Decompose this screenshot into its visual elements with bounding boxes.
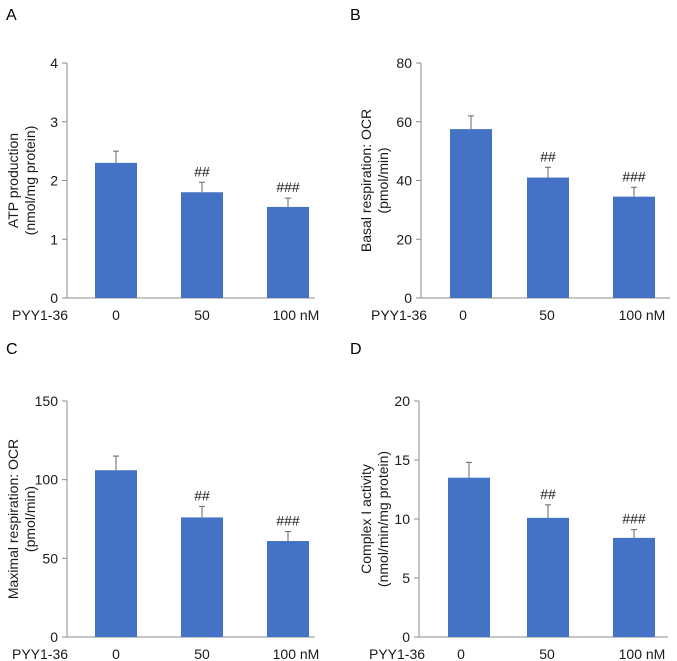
y-tick-label: 4 [50,55,58,71]
significance-label: ## [540,148,556,164]
x-tick-label: 50 [539,307,555,323]
bar [450,129,492,298]
y-tick-label: 0 [404,290,412,306]
x-tick-label: 50 [539,646,555,661]
y-tick-label: 100 [35,472,59,488]
y-tick-label: 20 [394,393,410,409]
y-tick-label: 40 [396,173,412,189]
x-tick-label: 50 [194,307,210,323]
bar [95,470,137,637]
y-axis-label-line1: ATP production [5,133,21,228]
bar [267,206,309,298]
y-tick-label: 0 [50,629,58,645]
treatment-label: PYY1-36 [12,646,68,661]
x-tick-label: 100 nM [619,307,666,323]
y-axis-label: Basal respiration: OCR(pmol/min) [358,109,391,252]
x-tick-label: 0 [112,307,120,323]
panel-letter: D [350,341,362,358]
y-axis-label-line2: (pmol/min) [22,486,38,552]
y-axis-label-line2: (pmol/min) [375,147,391,213]
y-tick-label: 0 [402,629,410,645]
y-axis-label-line1: Basal respiration: OCR [358,109,374,252]
significance-label: ### [276,513,300,529]
bar [527,517,569,637]
y-tick-label: 5 [402,570,410,586]
bar [95,162,137,298]
bar [613,196,655,298]
bar [527,177,569,298]
y-axis-label-line1: Maximal respiration: OCR [5,439,21,599]
y-tick-label: 150 [35,393,59,409]
significance-label: ### [622,168,646,184]
y-tick-label: 10 [394,511,410,527]
panel-letter: C [6,341,18,358]
y-tick-label: 80 [396,55,412,71]
chart-panel-b: B 0 20 40 60 80 Basal respiration: OCR(pmol/mi… [350,7,670,323]
x-tick-label: 0 [112,646,120,661]
y-tick-label: 60 [396,114,412,130]
treatment-label: PYY1-36 [12,307,68,323]
significance-label: ### [622,511,646,527]
y-tick-label: 20 [396,231,412,247]
y-axis-label: Maximal respiration: OCR(pmol/min) [5,439,38,599]
x-tick-label: 50 [194,646,210,661]
treatment-label: PYY1-36 [369,646,425,661]
chart-panel-a: A 0 1 2 3 4 ATP production(nmol/mg protein) PYY… [5,7,319,323]
x-tick-label: 100 nM [273,646,320,661]
y-tick-label: 2 [50,173,58,189]
bar [613,537,655,637]
y-tick-label: 15 [394,452,410,468]
panel-letter: B [350,7,361,24]
y-axis-label-line1: Complex I activity [358,464,374,574]
panel-letter: A [6,7,17,24]
significance-label: ## [194,163,210,179]
y-tick-label: 0 [50,290,58,306]
bar [267,541,309,637]
y-tick-label: 50 [42,550,58,566]
x-tick-label: 0 [459,307,467,323]
x-tick-label: 100 nM [619,646,666,661]
significance-label: ## [540,486,556,502]
chart-panel-d: D 0 5 10 15 20 Complex I activity(nmol/min/mg … [350,341,668,661]
x-tick-label: 0 [457,646,465,661]
y-axis-label-line2: (nmol/min/mg protein) [375,451,391,587]
y-tick-label: 3 [50,114,58,130]
y-axis-label: ATP production(nmol/mg protein) [5,126,38,236]
x-tick-label: 100 nM [273,307,320,323]
significance-label: ### [276,179,300,195]
y-axis-label-line2: (nmol/mg protein) [22,126,38,236]
significance-label: ## [194,487,210,503]
y-axis-label: Complex I activity(nmol/min/mg protein) [358,451,391,587]
bar [448,477,490,637]
chart-panel-c: C 0 50 100 150 Maximal respiration: OCR(pmol/… [5,341,319,661]
bar [181,517,223,637]
y-tick-label: 1 [50,231,58,247]
bar [181,192,223,298]
treatment-label: PYY1-36 [371,307,427,323]
